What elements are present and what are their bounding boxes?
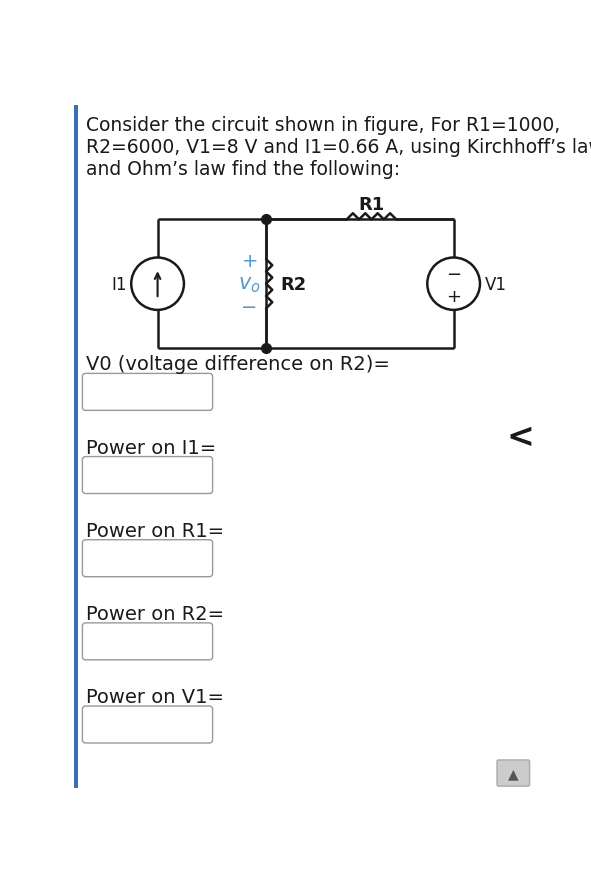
Text: Power on V1=: Power on V1=	[86, 688, 223, 706]
Text: Power on R2=: Power on R2=	[86, 604, 223, 623]
Text: +: +	[446, 288, 461, 306]
FancyBboxPatch shape	[74, 106, 78, 789]
Text: $v_o$: $v_o$	[238, 275, 261, 294]
Text: Power on I1=: Power on I1=	[86, 438, 216, 457]
Text: <: <	[506, 421, 534, 454]
Text: R1: R1	[358, 196, 385, 214]
FancyBboxPatch shape	[82, 623, 213, 660]
Text: I1: I1	[111, 276, 126, 293]
Text: V0 (voltage difference on R2)=: V0 (voltage difference on R2)=	[86, 355, 389, 374]
Text: Power on R1=: Power on R1=	[86, 521, 223, 540]
Text: Consider the circuit shown in figure, For R1=1000,
R2=6000, V1=8 V and I1=0.66 A: Consider the circuit shown in figure, Fo…	[86, 115, 591, 178]
FancyBboxPatch shape	[497, 760, 530, 786]
Text: ▲: ▲	[508, 766, 519, 781]
Text: V1: V1	[485, 276, 506, 293]
Text: −: −	[241, 298, 257, 317]
Circle shape	[131, 258, 184, 310]
FancyBboxPatch shape	[82, 706, 213, 743]
FancyBboxPatch shape	[82, 457, 213, 494]
Text: −: −	[446, 266, 461, 284]
FancyBboxPatch shape	[82, 540, 213, 577]
FancyBboxPatch shape	[82, 374, 213, 411]
Text: R2: R2	[280, 276, 306, 293]
Circle shape	[427, 258, 480, 310]
Text: +: +	[242, 252, 259, 271]
